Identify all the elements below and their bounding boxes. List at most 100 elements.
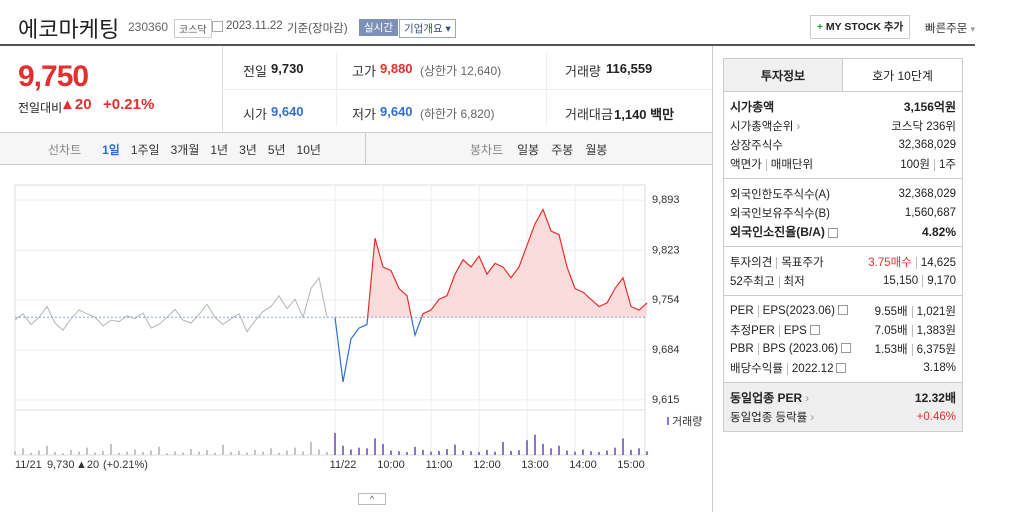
quote-label: 저가 bbox=[352, 107, 376, 122]
label: 외국인소진율(B/A) bbox=[730, 225, 825, 239]
realtime-badge[interactable]: 실시간 bbox=[359, 19, 398, 36]
help-icon[interactable] bbox=[809, 325, 820, 336]
period-tab[interactable]: 3년 bbox=[239, 143, 257, 157]
volume-bar bbox=[446, 449, 448, 455]
label: 최저 bbox=[778, 275, 805, 288]
info-label: 액면가 매매단위 bbox=[730, 156, 814, 172]
volume-bar bbox=[166, 453, 168, 455]
legend-swatch bbox=[667, 417, 669, 425]
volume-bar bbox=[126, 451, 128, 455]
info-tab[interactable]: 투자정보 bbox=[723, 58, 843, 92]
info-section: 동일업종 PER › 12.32배 동일업종 등락률 › +0.46% bbox=[724, 383, 962, 431]
quote-value: 1,140 백만 bbox=[614, 107, 675, 122]
help-icon[interactable] bbox=[827, 227, 838, 238]
date: 2023.11.22 bbox=[226, 20, 283, 32]
change-pct: +0.21% bbox=[103, 96, 155, 113]
quote-value: 9,640 bbox=[271, 104, 304, 119]
label: 투자의견 bbox=[730, 256, 773, 269]
info-value: 1.53배 6,375원 bbox=[875, 341, 956, 357]
volume-bar bbox=[598, 452, 600, 455]
volume-bar bbox=[526, 440, 528, 455]
value: 9,170 bbox=[922, 274, 956, 287]
footer-change-pct: (+0.21%) bbox=[103, 459, 148, 471]
period-tab[interactable]: 1주일 bbox=[130, 143, 160, 157]
volume-bar bbox=[118, 452, 120, 455]
collapse-button[interactable]: ^ bbox=[358, 493, 386, 505]
volume-bar bbox=[30, 452, 32, 455]
link-arrow[interactable]: › bbox=[796, 120, 801, 133]
candle-tab[interactable]: 주봉 bbox=[551, 143, 574, 157]
volume-bar bbox=[486, 449, 488, 455]
info-value: 100원 1주 bbox=[900, 156, 956, 172]
info-value: 7.05배 1,383원 bbox=[875, 322, 956, 338]
y-tick-label: 9,615 bbox=[652, 394, 680, 406]
area bbox=[335, 209, 647, 318]
info-row: 시가총액 3,156억원 bbox=[730, 97, 956, 116]
info-value: 32,368,029 bbox=[898, 188, 956, 200]
period-tab[interactable]: 5년 bbox=[267, 143, 286, 157]
period-tab[interactable]: 10년 bbox=[296, 143, 321, 157]
x-tick-label: 13:00 bbox=[521, 459, 549, 471]
info-row: 배당수익률 2022.12 3.18% bbox=[730, 358, 956, 377]
info-value: 3,156억원 bbox=[904, 98, 956, 115]
volume-bar bbox=[414, 446, 416, 455]
footer-close: 9,730 bbox=[47, 459, 75, 471]
overview-dropdown[interactable]: 기업개요 ▾ bbox=[399, 19, 456, 38]
volume-bar bbox=[318, 449, 320, 455]
info-row: 투자의견 목표주가 3.75매수 14,625 bbox=[730, 252, 956, 271]
volume-bar bbox=[302, 451, 304, 455]
value: 32,368,029 bbox=[898, 138, 956, 151]
footer-date: 11/21 bbox=[15, 459, 42, 471]
divider bbox=[546, 52, 547, 126]
volume-bar bbox=[310, 442, 312, 455]
volume-bar bbox=[230, 452, 232, 455]
value: 1,021원 bbox=[911, 305, 956, 318]
info-label: 투자의견 목표주가 bbox=[730, 254, 824, 270]
x-tick-label: 12:00 bbox=[473, 459, 501, 471]
help-icon[interactable] bbox=[837, 305, 848, 316]
volume-bar bbox=[342, 445, 344, 455]
info-row: PER EPS(2023.06) 9.55배 1,021원 bbox=[730, 301, 956, 320]
info-value: 9.55배 1,021원 bbox=[875, 303, 956, 319]
value: 7.05배 bbox=[874, 324, 908, 337]
volume-bar bbox=[262, 451, 264, 455]
value: 1,560,687 bbox=[904, 206, 956, 219]
stock-code: 230360 bbox=[128, 20, 169, 34]
volume-bar bbox=[110, 443, 112, 455]
link-arrow[interactable]: › bbox=[805, 391, 810, 405]
help-icon[interactable] bbox=[841, 343, 852, 354]
info-row: 외국인한도주식수(A) 32,368,029 bbox=[730, 184, 956, 203]
divider bbox=[0, 132, 712, 133]
volume-bar bbox=[454, 444, 456, 455]
candle-tab[interactable]: 일봉 bbox=[517, 143, 540, 157]
volume-bar bbox=[502, 442, 504, 455]
volume-bar bbox=[246, 452, 248, 455]
quote-value: 116,559 bbox=[606, 61, 653, 76]
link-arrow[interactable]: › bbox=[810, 411, 815, 424]
volume-bar bbox=[198, 451, 200, 455]
volume-bar bbox=[174, 451, 176, 455]
period-tab[interactable]: 1일 bbox=[102, 143, 120, 157]
period-tab[interactable]: 1년 bbox=[210, 143, 229, 157]
candle-tab[interactable]: 월봉 bbox=[585, 143, 608, 157]
period-tab[interactable]: 3개월 bbox=[170, 143, 200, 157]
orderbook-tab[interactable]: 호가 10단계 bbox=[843, 58, 963, 92]
line-tabs: 선차트 1일 1주일 3개월 1년 3년 5년 10년 bbox=[48, 141, 321, 158]
value: 3.18% bbox=[923, 361, 956, 374]
volume-bar bbox=[510, 450, 512, 455]
value: 32,368,029 bbox=[898, 187, 956, 200]
info-section: 외국인한도주식수(A) 32,368,029 외국인보유주식수(B) 1,560,68… bbox=[724, 179, 962, 247]
label: 2022.12 bbox=[786, 362, 834, 375]
help-icon[interactable] bbox=[836, 363, 847, 374]
volume-bar bbox=[422, 449, 424, 455]
volume-bar bbox=[142, 452, 144, 455]
volume-bar bbox=[366, 448, 368, 455]
volume-bar bbox=[614, 447, 616, 455]
mystock-button[interactable]: + MY STOCK 추가 bbox=[810, 15, 910, 39]
y-tick-label: 9,823 bbox=[652, 244, 680, 256]
quick-order[interactable]: 빠른주문 ▾ bbox=[925, 23, 976, 35]
info-value: +0.46% bbox=[917, 411, 956, 423]
value: 14,625 bbox=[915, 256, 956, 269]
volume-bar bbox=[22, 448, 24, 455]
info-value: 15,150 9,170 bbox=[883, 274, 956, 287]
